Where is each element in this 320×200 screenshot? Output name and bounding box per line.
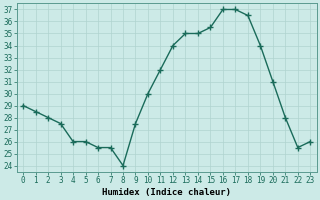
X-axis label: Humidex (Indice chaleur): Humidex (Indice chaleur) — [102, 188, 231, 197]
